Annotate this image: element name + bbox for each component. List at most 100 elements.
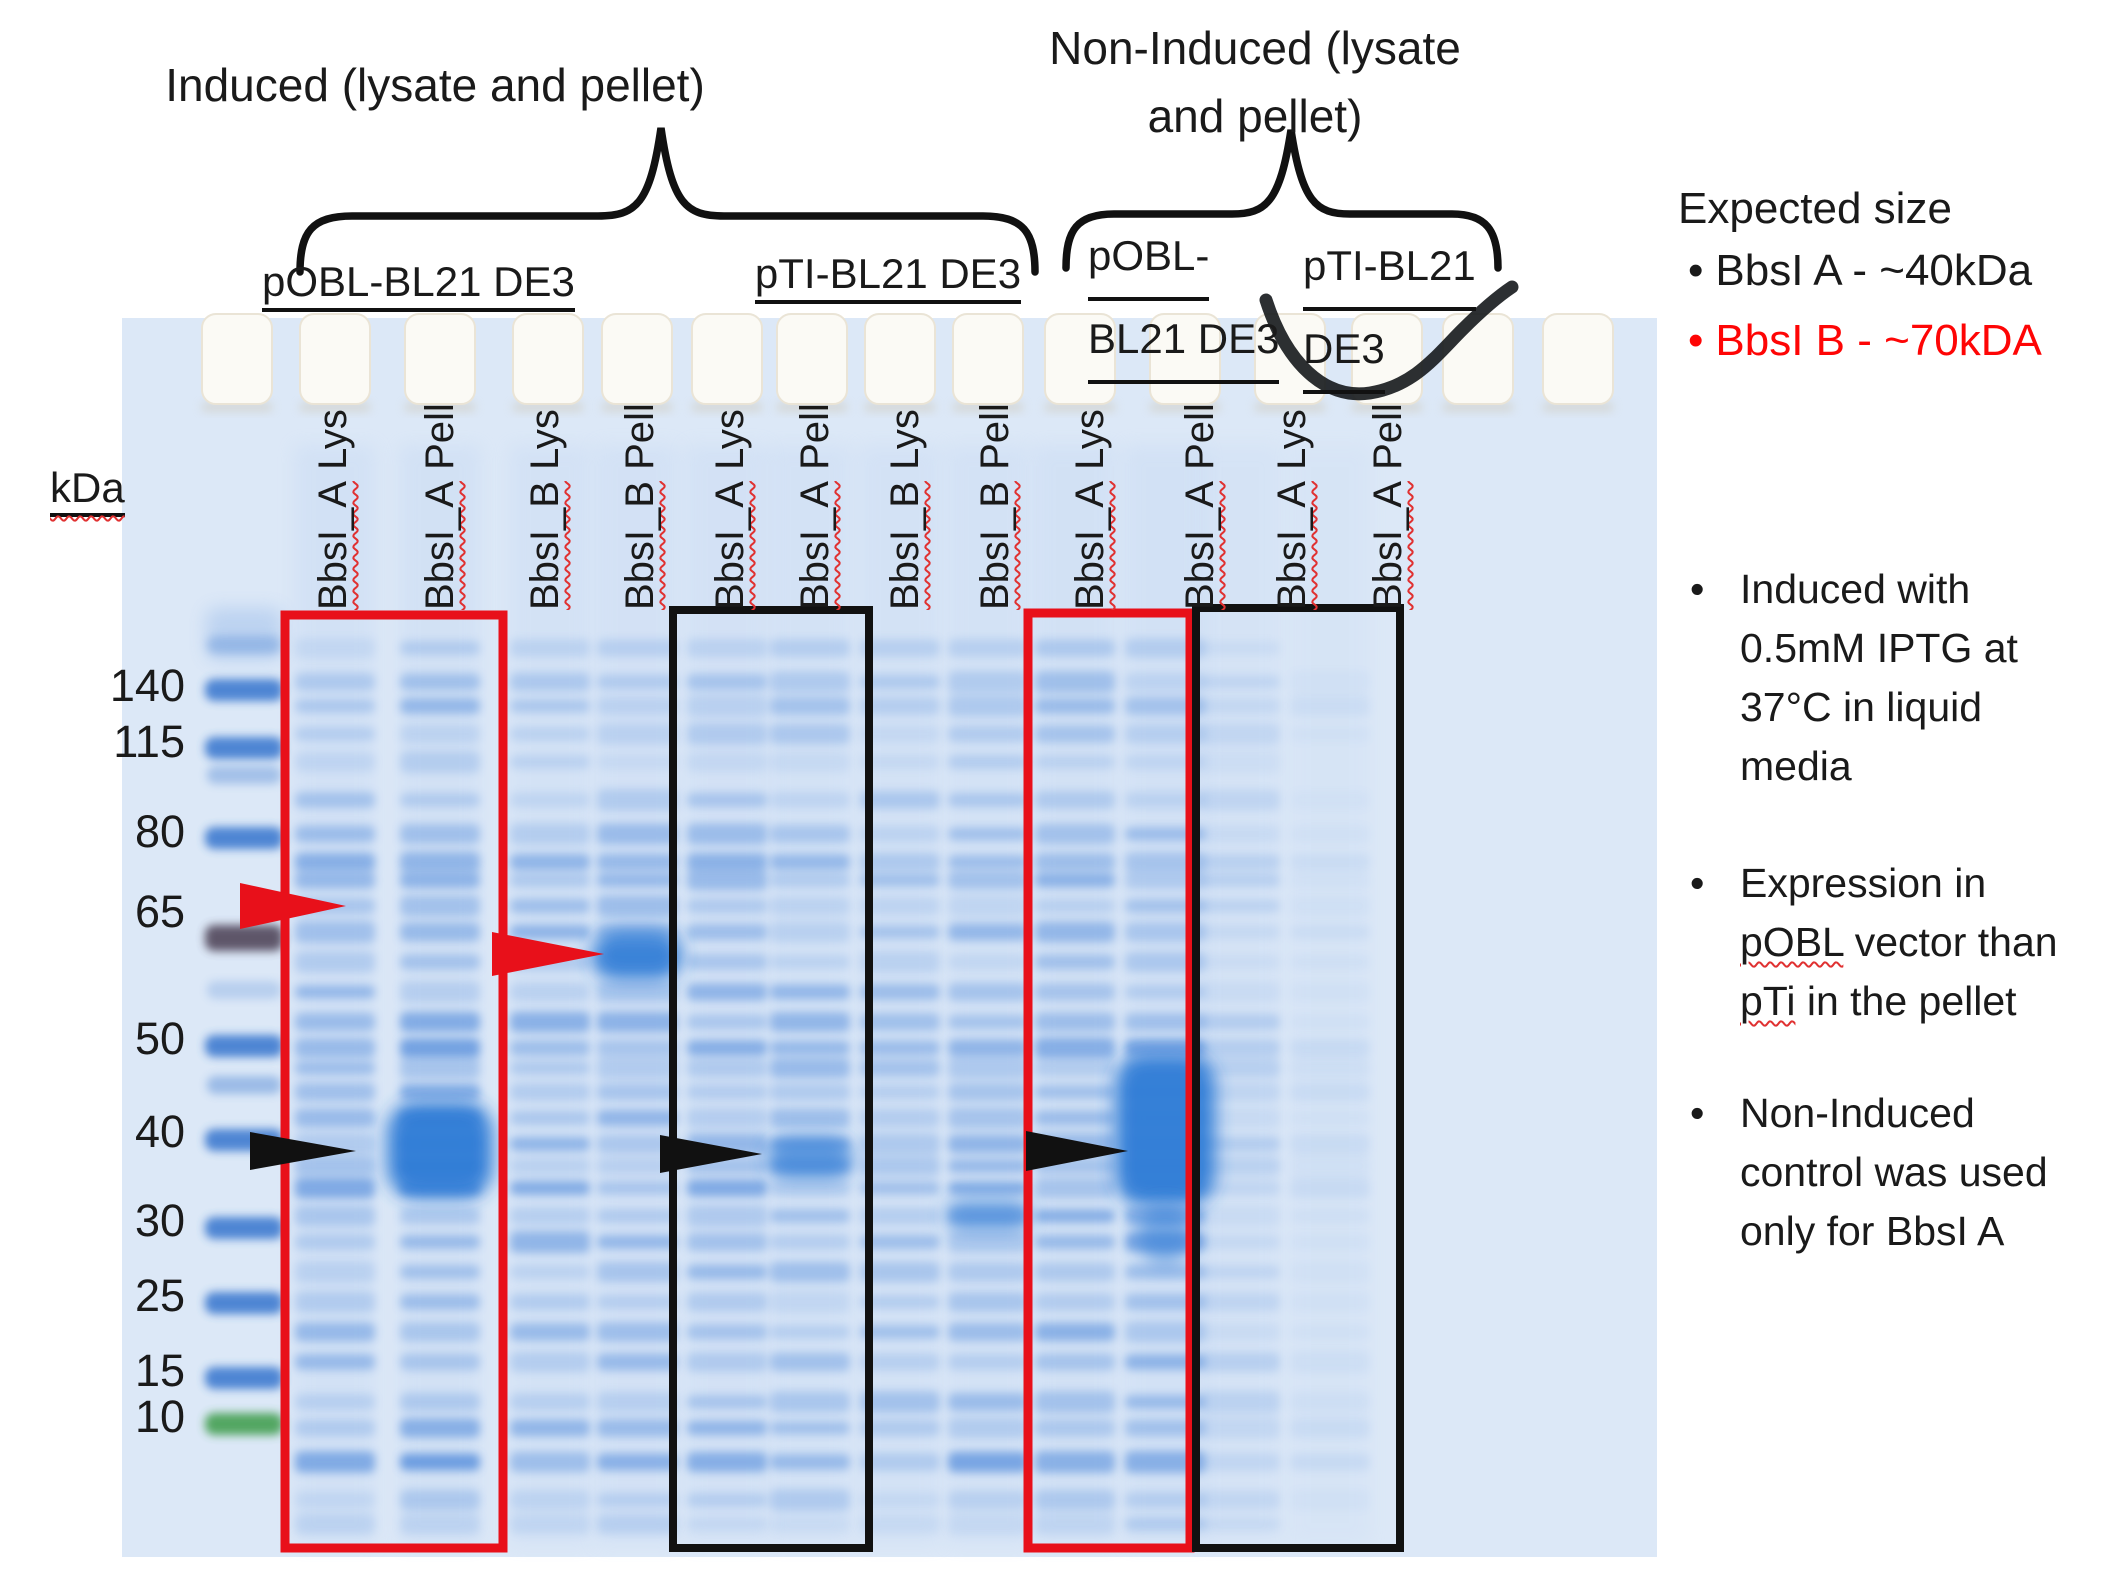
- gel-well: [691, 313, 763, 405]
- protein-band: [770, 1489, 850, 1511]
- non-induced-brace: [1062, 129, 1502, 272]
- note-line: 0.5mM IPTG at: [1740, 625, 2018, 671]
- bbsib-band-arrow-2: [492, 932, 604, 976]
- protein-band: [597, 1261, 677, 1283]
- protein-band: [1035, 1234, 1115, 1250]
- protein-band: [295, 1082, 375, 1102]
- protein-band: [687, 1108, 767, 1128]
- protein-band: [510, 823, 590, 845]
- protein-band: [1125, 1516, 1205, 1532]
- highlight-box-induced-pti: [669, 606, 873, 1552]
- group-label-noninduced-pti: pTI-BL21 DE3: [1303, 228, 1476, 394]
- protein-band: [948, 1322, 1028, 1342]
- note-induction-conditions: • Induced with 0.5mM IPTG at 37°C in liqui…: [1662, 560, 2102, 796]
- protein-band: [510, 755, 590, 769]
- protein-band: [1200, 1452, 1280, 1472]
- protein-band: [948, 725, 1028, 743]
- protein-band: [687, 1040, 767, 1056]
- protein-band: [597, 1039, 677, 1057]
- protein-band: [400, 824, 480, 844]
- protein-band: [400, 1489, 480, 1511]
- protein-band: [400, 851, 480, 873]
- protein-band: [1290, 955, 1370, 969]
- lane-label-11: BbsI_A Lys: [1270, 409, 1314, 610]
- protein-band: [948, 792, 1028, 808]
- protein-band: [1200, 924, 1280, 940]
- protein-band: [295, 1156, 375, 1176]
- protein-band: [1290, 695, 1370, 717]
- protein-band: [948, 1451, 1028, 1473]
- non-induced-title-line1: Non-Induced (lysate: [1049, 22, 1461, 74]
- lane-label-9: BbsI_A Lys: [1068, 409, 1112, 610]
- ladder-band-25: [205, 1292, 283, 1314]
- protein-band: [948, 1082, 1028, 1102]
- bbsia-band-arrow-3: [1026, 1131, 1128, 1171]
- protein-band: [1125, 724, 1205, 744]
- protein-band: [400, 1453, 480, 1471]
- protein-band: [770, 639, 850, 657]
- legend-item-text: BbsI A - ~40kDa: [1715, 246, 2033, 295]
- ladder-band-faint: [207, 636, 281, 654]
- lane-label-8: BbsI_B Pell: [973, 403, 1017, 610]
- group-label-induced-pobl: pOBL-BL21 DE3: [262, 258, 575, 312]
- protein-band: [860, 983, 940, 1001]
- protein-band: [770, 723, 850, 745]
- legend-title: Expected size: [1678, 184, 1952, 233]
- protein-band: [770, 696, 850, 716]
- ladder-band-faint: [207, 981, 281, 999]
- note-line: pOBL vector than: [1740, 919, 2058, 965]
- protein-band: [1125, 871, 1205, 889]
- protein-band: [597, 853, 677, 871]
- highlight-box-induced-pobl: [280, 610, 508, 1553]
- protein-band: [860, 1391, 940, 1413]
- protein-band: [1035, 725, 1115, 743]
- protein-band: [510, 1264, 590, 1280]
- non-induced-title-line2: and pellet): [1147, 90, 1363, 142]
- protein-band: [1035, 1110, 1115, 1126]
- protein-band: [948, 855, 1028, 869]
- protein-band: [1200, 954, 1280, 970]
- protein-band: [510, 872, 590, 888]
- protein-band: [948, 1417, 1028, 1439]
- protein-band: [295, 673, 375, 691]
- protein-band: [860, 1084, 940, 1100]
- protein-band: [687, 1452, 767, 1472]
- protein-band: [1290, 1014, 1370, 1030]
- protein-band: [1290, 1233, 1370, 1251]
- lane-label-3: BbsI_B Lys: [523, 409, 567, 610]
- protein-band: [1035, 1177, 1115, 1199]
- protein-band: [597, 1453, 677, 1471]
- protein-band: [1035, 1085, 1115, 1099]
- protein-band: [1290, 1453, 1370, 1471]
- protein-band: [770, 1421, 850, 1435]
- protein-band: [597, 1083, 677, 1101]
- protein-band: [1290, 924, 1370, 940]
- protein-band: [1290, 1177, 1370, 1199]
- protein-band: [1290, 854, 1370, 870]
- protein-band: [1035, 1012, 1115, 1032]
- protein-band: [597, 1235, 677, 1249]
- note-text: Non-Induced control was used only for BbsI…: [1740, 1084, 2102, 1261]
- protein-band: [1200, 751, 1280, 773]
- ladder-band-80: [205, 827, 283, 849]
- protein-band: [510, 898, 590, 914]
- protein-band: [1125, 827, 1205, 841]
- protein-band: [1200, 1039, 1280, 1057]
- group-label-induced-pti: pTI-BL21 DE3: [732, 250, 1044, 304]
- protein-band: [860, 873, 940, 887]
- gel-well: [201, 313, 273, 405]
- protein-band: [1200, 1136, 1280, 1152]
- protein-band: [1200, 1265, 1280, 1279]
- overexpressed-band: [767, 1137, 853, 1179]
- protein-band: [948, 923, 1028, 941]
- protein-band: [860, 1133, 940, 1155]
- protein-band: [400, 1265, 480, 1279]
- protein-band: [860, 1295, 940, 1309]
- ladder-marker-label-25: 25: [134, 1270, 185, 1321]
- gel-well: [776, 313, 848, 405]
- ladder-band-30: [205, 1217, 283, 1239]
- protein-band: [597, 1514, 677, 1534]
- ladder-marker-label-80: 80: [134, 806, 185, 857]
- legend-item-bbsi-b: • BbsI B - ~70kDA: [1688, 316, 2042, 366]
